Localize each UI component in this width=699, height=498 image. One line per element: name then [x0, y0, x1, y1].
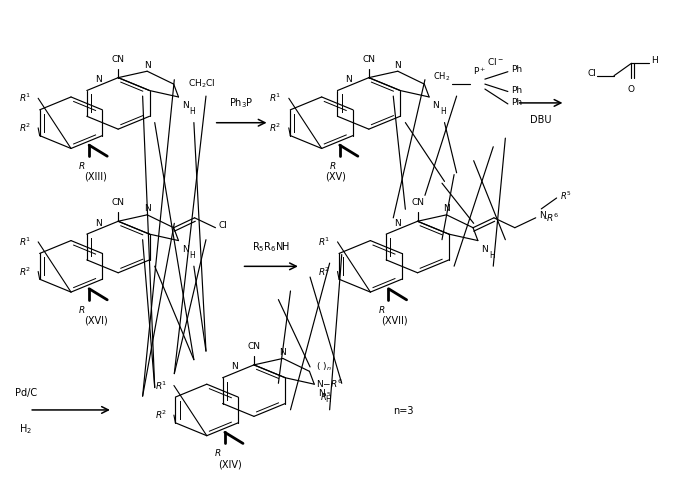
Text: (XVI): (XVI): [84, 315, 108, 325]
Text: -$R^6$: -$R^6$: [542, 212, 559, 224]
Text: CN: CN: [247, 342, 261, 351]
Text: $R^2$: $R^2$: [154, 409, 167, 421]
Text: P$^+$: P$^+$: [473, 65, 487, 77]
Text: ($\ $)$_n$: ($\ $)$_n$: [317, 360, 332, 373]
Text: $R^1$: $R^1$: [19, 92, 31, 105]
Text: n=3: n=3: [393, 406, 414, 416]
Text: (XIV): (XIV): [217, 459, 241, 469]
Text: Ph$_3$P: Ph$_3$P: [229, 97, 254, 111]
Text: O: O: [628, 85, 635, 94]
Text: H: H: [489, 251, 495, 260]
Text: N: N: [144, 204, 150, 213]
Text: Ph: Ph: [512, 99, 522, 108]
Text: N: N: [231, 363, 238, 372]
Text: (XV): (XV): [325, 172, 346, 182]
Text: Ph: Ph: [512, 86, 522, 95]
Text: N: N: [182, 245, 189, 254]
Text: CN: CN: [362, 55, 375, 64]
Text: Pd/C: Pd/C: [15, 387, 37, 397]
Text: N: N: [539, 211, 546, 220]
Text: DBU: DBU: [531, 116, 552, 125]
Text: N: N: [394, 219, 401, 228]
Text: N: N: [144, 61, 150, 70]
Text: CH$_2$Cl: CH$_2$Cl: [187, 78, 215, 90]
Text: N: N: [95, 75, 101, 84]
Text: $R^1$: $R^1$: [154, 379, 167, 392]
Text: N: N: [394, 61, 401, 70]
Text: CN: CN: [411, 198, 424, 207]
Text: N: N: [443, 204, 449, 213]
Text: N$-R^6$: N$-R^6$: [317, 377, 343, 390]
Text: (XIII): (XIII): [84, 172, 106, 182]
Text: $R$: $R$: [214, 447, 222, 458]
Text: $R$: $R$: [78, 160, 85, 171]
Text: $R$: $R$: [329, 160, 336, 171]
Text: CH$_2$: CH$_2$: [433, 70, 450, 83]
Text: Cl$^-$: Cl$^-$: [487, 56, 504, 67]
Text: $R^2$: $R^2$: [318, 265, 331, 278]
Text: CN: CN: [112, 55, 124, 64]
Text: (XVII): (XVII): [381, 315, 408, 325]
Text: N: N: [95, 219, 101, 228]
Text: Cl: Cl: [219, 221, 228, 230]
Text: $R^1$: $R^1$: [318, 236, 331, 248]
Text: $R^1$: $R^1$: [269, 92, 282, 105]
Text: H$_2$: H$_2$: [20, 422, 32, 436]
Text: H: H: [326, 394, 331, 403]
Text: $R$: $R$: [78, 304, 85, 315]
Text: $R$: $R$: [377, 304, 385, 315]
Text: N: N: [433, 102, 440, 111]
Text: N: N: [280, 348, 286, 357]
Text: CN: CN: [112, 198, 124, 207]
Text: N: N: [318, 388, 324, 397]
Text: R$_5$R$_6$NH: R$_5$R$_6$NH: [252, 240, 290, 254]
Text: Cl: Cl: [588, 69, 597, 78]
Text: Ph: Ph: [512, 65, 522, 74]
Text: $R^1$: $R^1$: [19, 236, 31, 248]
Text: H: H: [440, 108, 446, 117]
Text: $R^2$: $R^2$: [270, 122, 282, 134]
Text: H: H: [189, 108, 196, 117]
Text: H: H: [651, 56, 658, 65]
Text: $R^5$: $R^5$: [560, 189, 572, 202]
Text: N: N: [482, 245, 488, 254]
Text: $R^2$: $R^2$: [19, 265, 31, 278]
Text: H: H: [189, 251, 196, 260]
Text: $R^2$: $R^2$: [19, 122, 31, 134]
Text: $R^5$: $R^5$: [320, 391, 331, 403]
Text: N: N: [345, 75, 352, 84]
Text: N: N: [182, 102, 189, 111]
